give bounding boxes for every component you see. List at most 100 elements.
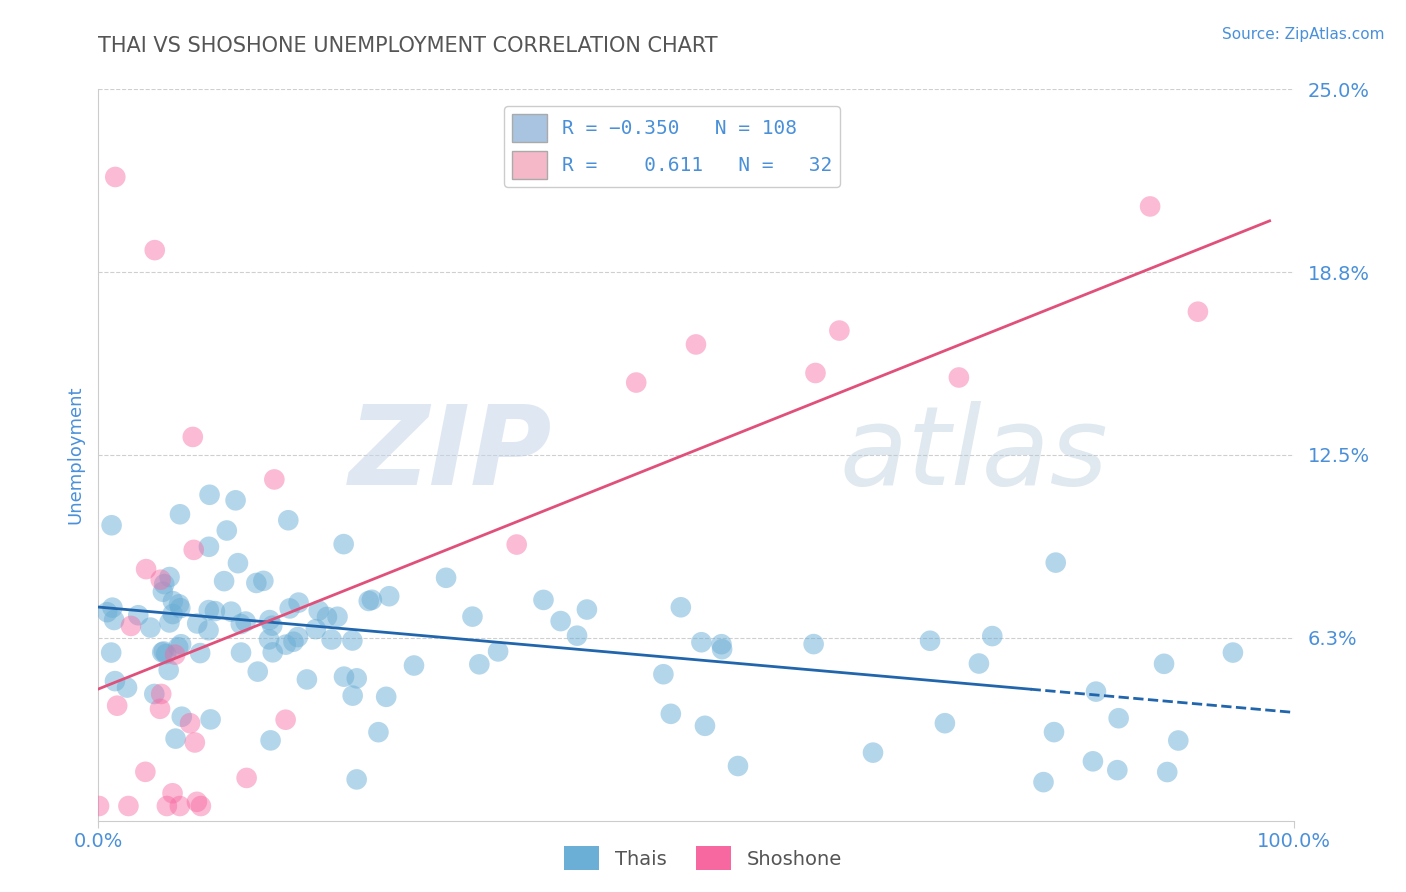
Point <box>308 604 330 618</box>
Point <box>101 600 124 615</box>
Point <box>342 689 364 703</box>
Point <box>212 574 235 588</box>
Point <box>1081 755 1104 769</box>
Point <box>169 508 191 522</box>
Point <box>332 537 354 551</box>
Point <box>277 513 299 527</box>
Point <box>1167 733 1189 747</box>
Point <box>229 646 252 660</box>
Point <box>198 488 221 502</box>
Point <box>215 524 238 538</box>
Point <box>188 646 211 660</box>
Point <box>862 746 884 760</box>
Point <box>693 719 716 733</box>
Point <box>828 324 851 338</box>
Point <box>226 556 249 570</box>
Point <box>287 630 309 644</box>
Point <box>659 706 682 721</box>
Point <box>461 609 484 624</box>
Point <box>139 621 162 635</box>
Point <box>120 619 142 633</box>
Point <box>235 771 257 785</box>
Point <box>184 735 207 749</box>
Point <box>157 663 180 677</box>
Point <box>150 645 173 659</box>
Point <box>711 642 734 657</box>
Point <box>1045 556 1067 570</box>
Point <box>804 366 827 380</box>
Point <box>690 635 713 649</box>
Text: THAI VS SHOSHONE UNEMPLOYMENT CORRELATION CHART: THAI VS SHOSHONE UNEMPLOYMENT CORRELATIO… <box>98 36 718 55</box>
Legend: R = −0.350   N = 108, R =    0.611   N =   32: R = −0.350 N = 108, R = 0.611 N = 32 <box>503 106 841 186</box>
Point <box>252 574 274 588</box>
Point <box>179 716 201 731</box>
Point <box>378 589 401 603</box>
Text: atlas: atlas <box>839 401 1108 508</box>
Point <box>87 799 110 814</box>
Point <box>1187 304 1209 318</box>
Point <box>170 637 193 651</box>
Y-axis label: Unemployment: Unemployment <box>66 385 84 524</box>
Point <box>468 657 491 672</box>
Point <box>155 647 177 661</box>
Point <box>727 759 749 773</box>
Point <box>1156 765 1178 780</box>
Point <box>1222 646 1244 660</box>
Point <box>274 638 297 652</box>
Point <box>486 644 509 658</box>
Point <box>1085 684 1108 698</box>
Point <box>652 667 675 681</box>
Point <box>1107 763 1129 777</box>
Point <box>278 601 301 615</box>
Point <box>259 733 281 747</box>
Point <box>803 637 825 651</box>
Point <box>152 584 174 599</box>
Point <box>162 786 184 800</box>
Point <box>162 607 184 621</box>
Point <box>550 614 572 628</box>
Point <box>685 337 707 351</box>
Point <box>159 570 181 584</box>
Point <box>321 632 343 647</box>
Point <box>326 609 349 624</box>
Point <box>169 799 191 814</box>
Point <box>375 690 398 704</box>
Point <box>105 698 128 713</box>
Point <box>283 634 305 648</box>
Point <box>1108 711 1130 725</box>
Point <box>316 610 339 624</box>
Point <box>127 608 149 623</box>
Point <box>170 709 193 723</box>
Point <box>357 594 380 608</box>
Point <box>100 518 122 533</box>
Point <box>186 795 208 809</box>
Point <box>149 702 172 716</box>
Point <box>162 594 184 608</box>
Legend: Thais, Shoshone: Thais, Shoshone <box>557 838 849 878</box>
Point <box>367 725 389 739</box>
Point <box>190 799 212 814</box>
Point <box>1032 775 1054 789</box>
Point <box>186 616 208 631</box>
Point <box>1043 725 1066 739</box>
Text: ZIP: ZIP <box>349 401 553 508</box>
Point <box>197 624 219 638</box>
Point <box>346 772 368 787</box>
Point <box>1153 657 1175 671</box>
Point <box>948 370 970 384</box>
Point <box>967 657 990 671</box>
Point <box>165 648 187 662</box>
Point <box>710 637 733 651</box>
Point <box>235 615 257 629</box>
Point <box>152 644 174 658</box>
Point <box>219 605 242 619</box>
Point <box>104 674 127 689</box>
Point <box>143 687 166 701</box>
Point <box>918 633 941 648</box>
Point <box>934 716 956 731</box>
Point <box>669 600 692 615</box>
Point <box>257 632 280 647</box>
Point <box>360 592 382 607</box>
Point <box>153 577 176 591</box>
Point <box>262 618 284 632</box>
